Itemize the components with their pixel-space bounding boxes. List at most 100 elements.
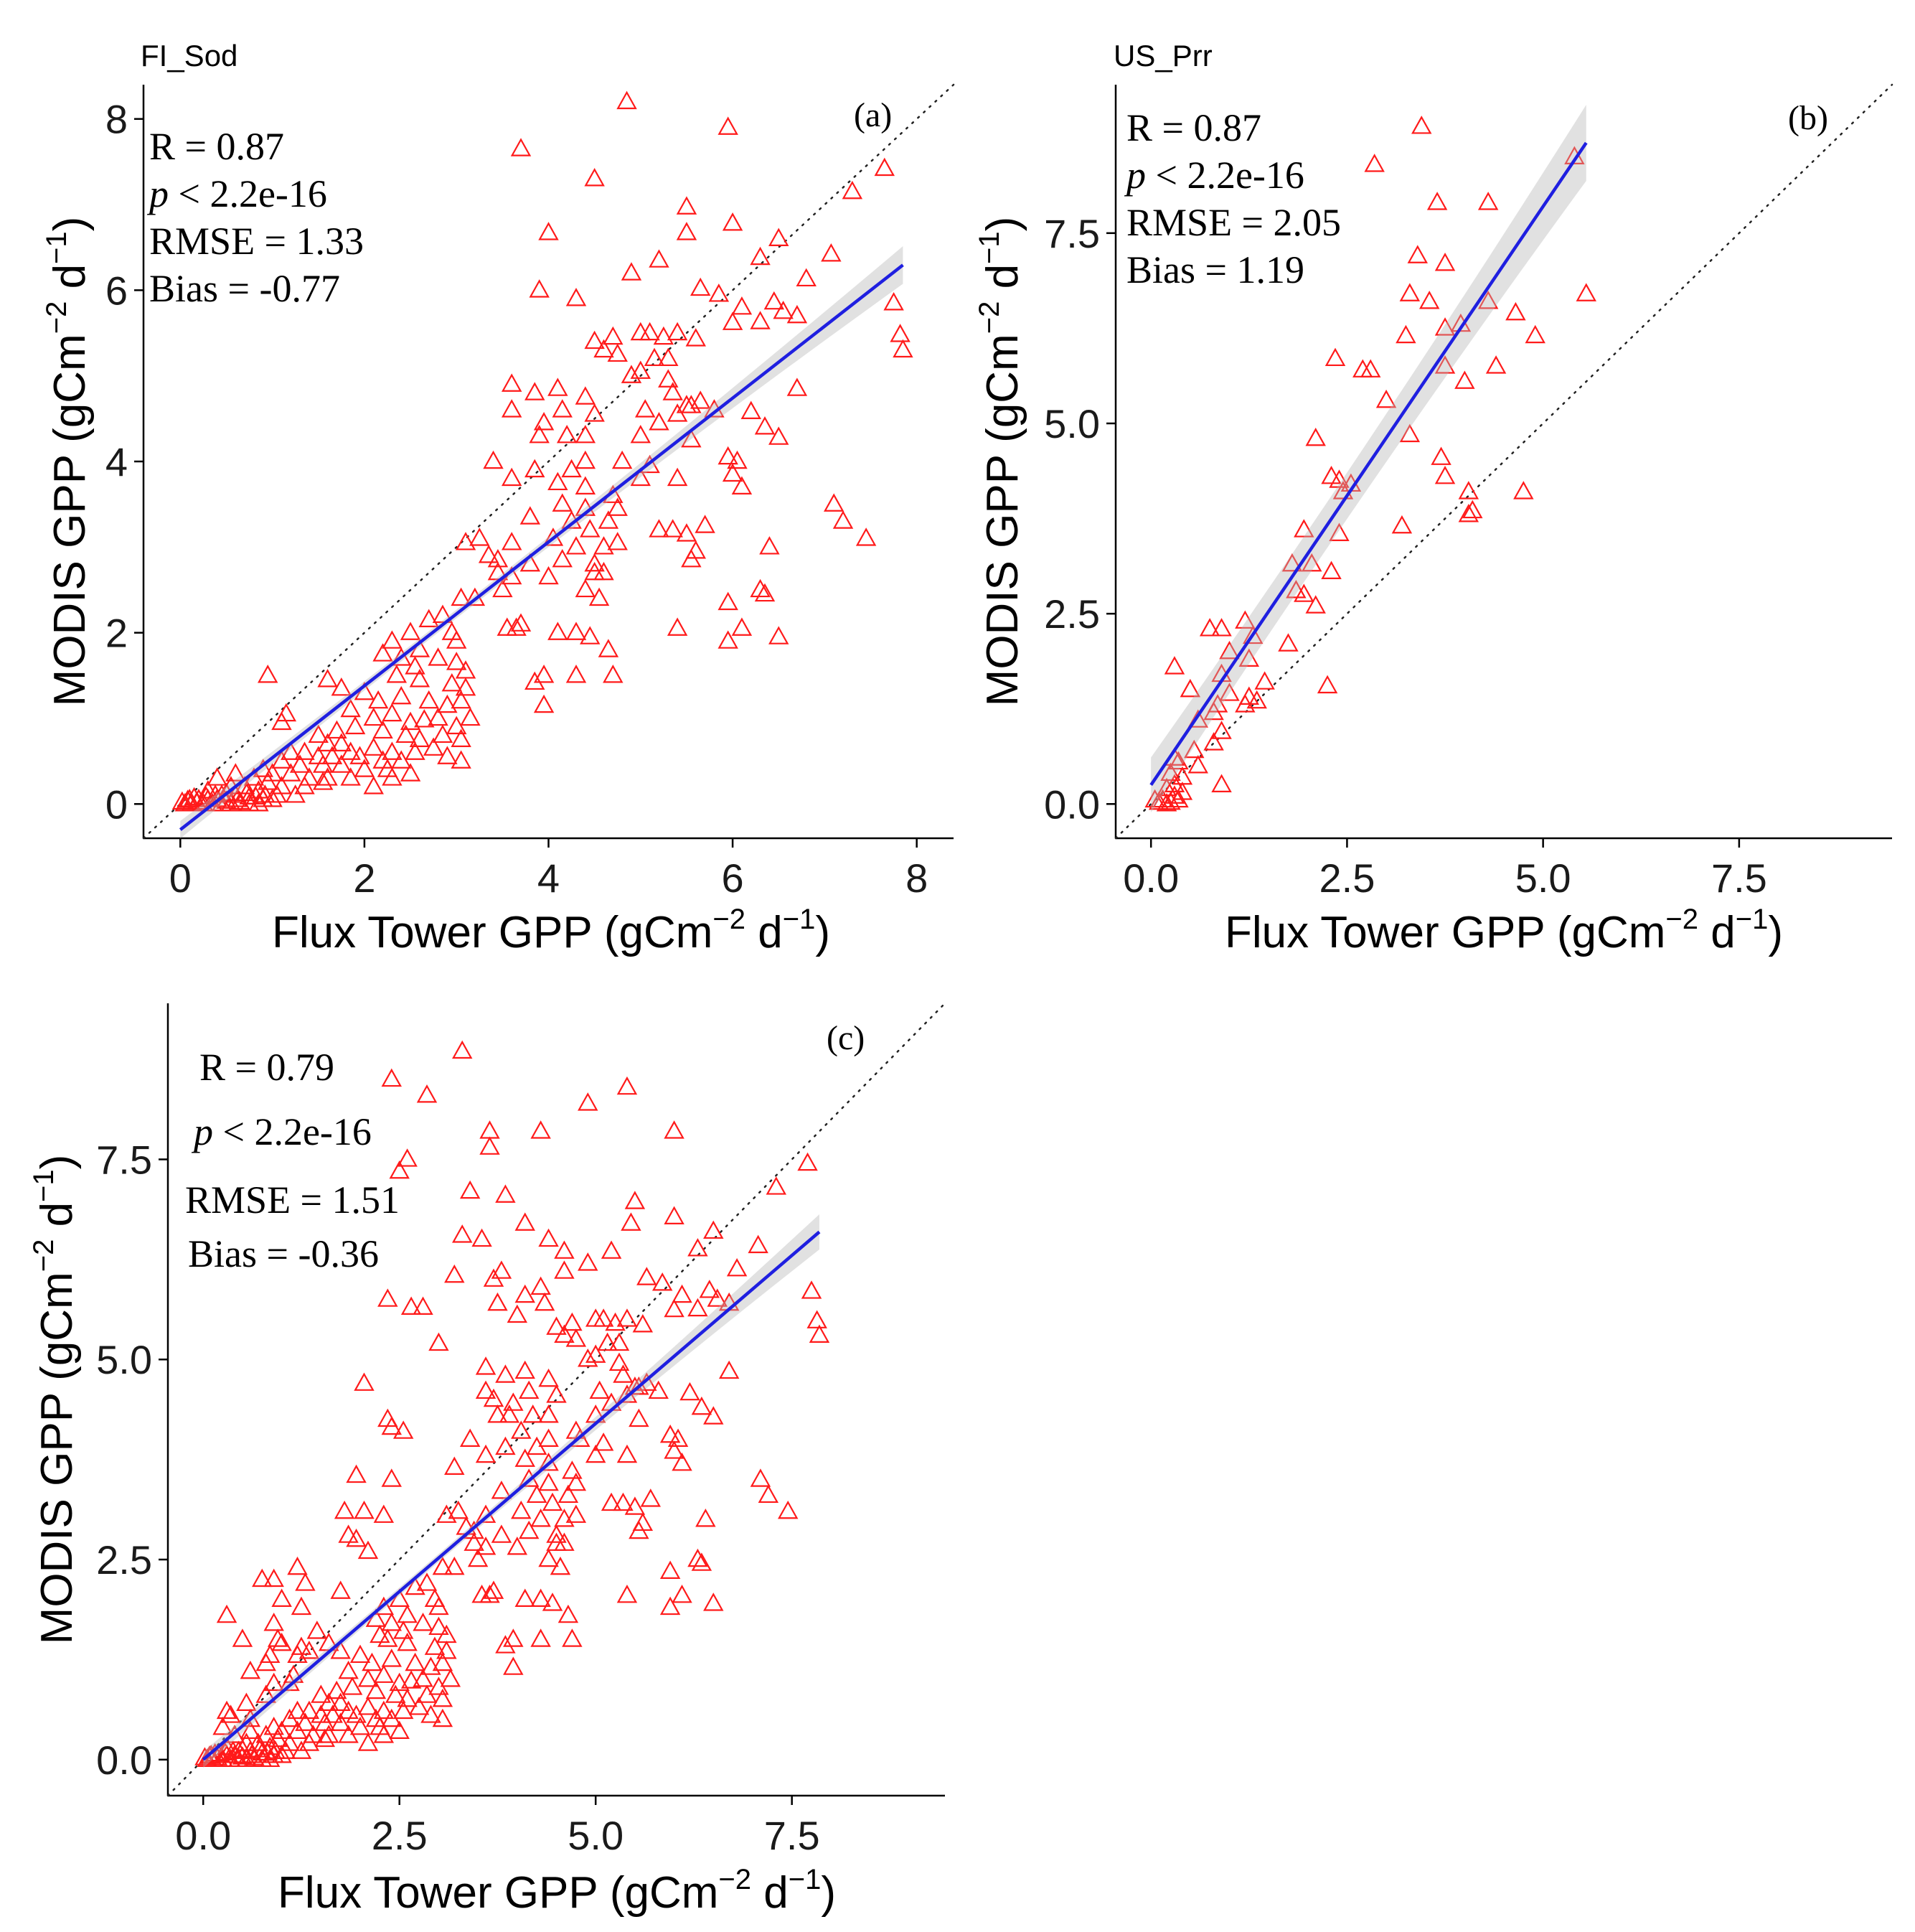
panel-a-data-point [469, 527, 490, 546]
panel-c-data-point [232, 1628, 253, 1647]
panel-c-data-point [432, 1556, 453, 1575]
panel-c-data-point [381, 1649, 402, 1667]
panel-c-data-point [726, 1257, 748, 1277]
panel-a-data-point [722, 463, 743, 482]
panel-c-data-point [562, 1628, 583, 1647]
panel-a-data-point [492, 578, 513, 598]
panel-b-data-point [1399, 423, 1421, 443]
panel-c-data-point [385, 1684, 406, 1703]
panel-b-y-tick-label: 7.5 [1044, 211, 1100, 256]
panel-a-data-point [593, 561, 614, 581]
panel-a-data-point [363, 776, 384, 794]
panel-c-data-point [365, 1680, 387, 1699]
panel-c-data-point [495, 1184, 516, 1203]
panel-c-data-point [565, 1504, 587, 1523]
panel-b-data-point [1168, 751, 1189, 770]
panel-a-regression-line [179, 263, 904, 831]
panel-c-data-point [338, 1700, 359, 1720]
panel-c-data-point [616, 1584, 638, 1603]
panel-a-y-tick-label: 2 [105, 611, 128, 656]
panel-c-data-point [530, 1628, 551, 1647]
panel-c-data-point [459, 1428, 481, 1447]
panel-b-data-point [1321, 465, 1342, 484]
panel-a-data-point [584, 403, 605, 422]
panel-c-data-point [503, 1656, 524, 1675]
panel-c-data-point [801, 1280, 822, 1299]
panel-b-data-point [1203, 732, 1224, 751]
panel-c-data-point [495, 1635, 516, 1654]
panel-a-data-point [460, 707, 481, 726]
panel-c-data-point [444, 1556, 465, 1575]
panel-c-data-point [220, 1704, 241, 1723]
panel-a-data-point [731, 617, 753, 636]
panel-c-data-point [695, 1509, 716, 1527]
panel-b-data-point [1164, 774, 1185, 792]
panel-c-data-point [354, 1500, 375, 1519]
panel-a-y-unit-exp1: −2 [41, 301, 72, 334]
panel-b-data-point [1458, 503, 1479, 522]
panel-c-data-point [291, 1740, 312, 1759]
panel-c-data-point [542, 1593, 563, 1611]
panel-c-data-point [236, 1692, 257, 1711]
panel-c-data-point [389, 1160, 410, 1179]
panel-c-p-value: < 2.2e-16 [213, 1110, 372, 1153]
panel-a-data-point [506, 617, 527, 636]
panel-c-data-point [444, 1264, 465, 1283]
panel-b-one-to-one-line [1114, 83, 1893, 840]
panel-c-data-point [413, 1612, 433, 1631]
panel-c-data-point [557, 1604, 579, 1623]
panel-b-data-point [1211, 618, 1232, 637]
panel-a-data-point [565, 288, 587, 306]
panel-a-data-point [603, 326, 624, 345]
panel-a-data-point [580, 519, 601, 538]
panel-a-data-point [423, 737, 444, 756]
panel-a-data-point [607, 343, 628, 362]
panel-c-data-point [659, 1596, 681, 1616]
panel-c-data-point [444, 1456, 465, 1475]
panel-c-x-title: Flux Tower GPP (gCm−2 d−1) [278, 1864, 836, 1918]
panel-b-data-point [1525, 324, 1545, 344]
panel-c-data-point [601, 1492, 622, 1511]
panel-c-data-point [373, 1504, 395, 1523]
panel-c-data-point [554, 1260, 575, 1279]
panel-c-data-point [257, 1742, 278, 1761]
panel-a-data-point [883, 292, 904, 311]
panel-a-data-point [340, 698, 361, 718]
panel-a-x-tick-label: 4 [537, 855, 560, 901]
panel-c-data-point [346, 1704, 367, 1723]
panel-a-data-point [524, 382, 545, 400]
panel-a-data-point [289, 754, 311, 773]
panel-c-data-point [562, 1460, 583, 1479]
panel-b-data-point [1219, 683, 1240, 701]
panel-c-y-title-text: MODIS GPP [32, 1393, 82, 1644]
panel-a-x-tick-label: 0 [169, 855, 192, 901]
panel-a-stat-p: p < 2.2e-16 [146, 172, 327, 215]
panel-b-data-point [1364, 154, 1385, 172]
panel-c-x-unit-exp1: −2 [718, 1864, 751, 1895]
panel-a-data-point [281, 741, 301, 760]
panel-a-data-point [662, 519, 683, 538]
panel-a-data-point [649, 412, 669, 431]
panel-a-x-tick-label: 2 [353, 855, 375, 901]
panel-c-data-point [691, 1396, 712, 1415]
panel-a-data-point [400, 711, 421, 731]
panel-b-y-unit-exp2: −1 [974, 231, 1005, 264]
panel-c-data-point [440, 1669, 461, 1687]
panel-a-data-point [487, 561, 509, 581]
panel-a-data-point [276, 703, 297, 722]
panel-c-data-point [687, 1548, 708, 1567]
panel-a-data-point [593, 536, 614, 555]
panel-b-data-point [1434, 317, 1456, 336]
panel-c-data-point [298, 1700, 320, 1720]
panel-c-data-point [624, 1496, 646, 1515]
panel-a-data-point [409, 669, 430, 688]
panel-b-data-point [1302, 553, 1322, 572]
panel-c-data-point [526, 1484, 547, 1504]
panel-c-data-point [554, 1324, 575, 1343]
panel-a-data-point [584, 167, 605, 187]
panel-c-data-point [514, 1212, 535, 1231]
panel-a-data-point [722, 212, 743, 231]
panel-a-p-symbol: p [146, 172, 169, 215]
panel-c-data-point [546, 1524, 567, 1543]
